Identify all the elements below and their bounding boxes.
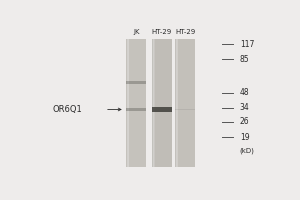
Text: 48: 48	[240, 88, 249, 97]
Bar	[154, 39, 155, 167]
Bar	[175, 39, 177, 167]
Bar	[175, 39, 195, 167]
Bar	[152, 39, 154, 167]
Bar	[152, 107, 172, 112]
Bar	[128, 39, 129, 167]
Text: HT-29: HT-29	[175, 29, 195, 35]
Bar	[127, 39, 129, 167]
Bar	[176, 39, 177, 167]
Bar	[126, 81, 146, 84]
Bar	[127, 39, 129, 167]
Bar	[128, 39, 129, 167]
Bar	[176, 39, 178, 167]
Bar	[175, 109, 195, 110]
Text: 19: 19	[240, 133, 249, 142]
Bar	[152, 39, 154, 167]
Bar	[126, 39, 146, 167]
Bar	[177, 39, 178, 167]
Text: 117: 117	[240, 40, 254, 49]
Bar	[154, 39, 155, 167]
Bar	[176, 39, 178, 167]
Text: HT-29: HT-29	[152, 29, 172, 35]
Bar	[152, 39, 154, 167]
Text: 34: 34	[240, 103, 250, 112]
Bar	[176, 39, 178, 167]
Bar	[153, 39, 154, 167]
Bar	[153, 39, 154, 167]
Text: OR6Q1: OR6Q1	[53, 105, 82, 114]
Text: 26: 26	[240, 117, 249, 126]
Bar	[126, 39, 128, 167]
Bar	[176, 39, 177, 167]
Bar	[152, 39, 172, 167]
Bar	[176, 39, 178, 167]
Bar	[153, 39, 154, 167]
Bar	[176, 39, 177, 167]
Bar	[177, 39, 178, 167]
Bar	[126, 108, 146, 111]
Text: 85: 85	[240, 55, 249, 64]
Bar	[128, 39, 129, 167]
Bar	[153, 39, 155, 167]
Bar	[152, 39, 154, 167]
Bar	[153, 39, 155, 167]
Bar	[127, 39, 129, 167]
Bar	[153, 39, 155, 167]
Text: (kD): (kD)	[240, 147, 255, 154]
Bar	[127, 39, 128, 167]
Bar	[128, 39, 130, 167]
Text: JK: JK	[133, 29, 140, 35]
Bar	[128, 39, 130, 167]
Bar	[176, 39, 178, 167]
Bar	[127, 39, 128, 167]
Bar	[127, 39, 128, 167]
Bar	[177, 39, 178, 167]
